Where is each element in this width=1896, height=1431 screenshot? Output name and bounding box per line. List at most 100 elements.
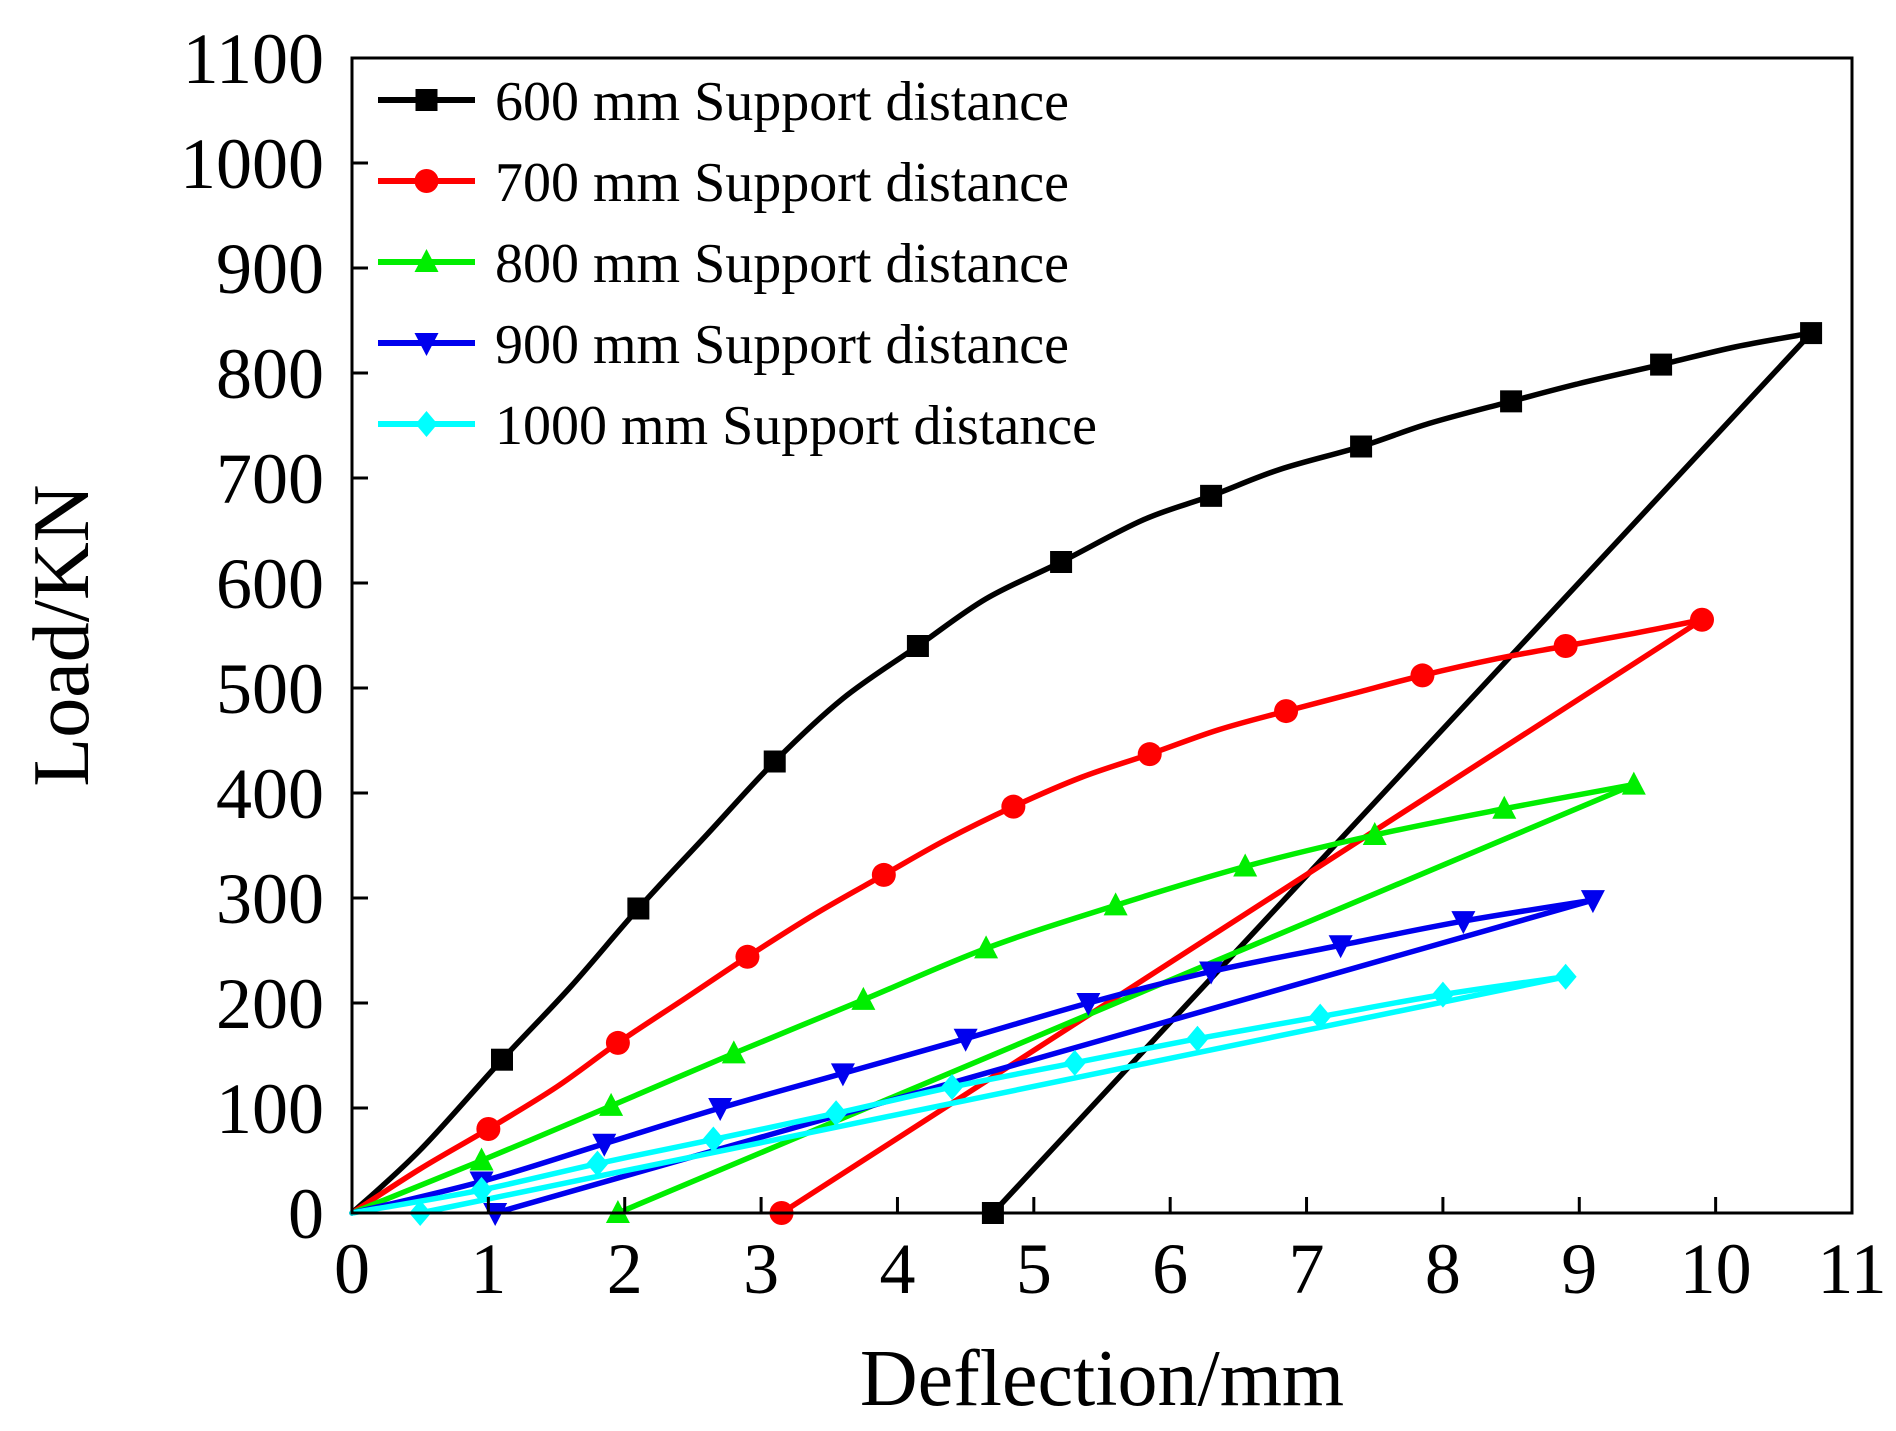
- y-tick-label: 900: [216, 229, 324, 309]
- data-point: [1492, 795, 1517, 819]
- series-2: [349, 771, 1646, 1223]
- legend-label: 900 mm Support distance: [495, 314, 1069, 376]
- data-point: [1350, 435, 1373, 458]
- data-point: [1274, 699, 1299, 724]
- data-point: [1199, 961, 1224, 985]
- data-point: [1800, 322, 1823, 345]
- data-point: [941, 1074, 963, 1100]
- y-tick-label: 600: [216, 544, 324, 624]
- data-point: [825, 1100, 848, 1127]
- data-point: [599, 1092, 624, 1116]
- legend-marker: [415, 89, 438, 111]
- y-tick-label: 800: [216, 334, 324, 414]
- data-point: [708, 1098, 733, 1121]
- data-point: [1362, 822, 1387, 845]
- x-tick-label: 9: [1561, 1229, 1597, 1309]
- unloading-line: [615, 781, 1637, 1216]
- data-point: [1650, 353, 1673, 376]
- legend-marker: [414, 333, 439, 356]
- legend-label: 700 mm Support distance: [495, 152, 1069, 214]
- x-tick-label: 10: [1680, 1229, 1752, 1309]
- y-tick-label: 100: [216, 1069, 324, 1149]
- data-point: [721, 1040, 746, 1064]
- axes-layer: 0 1 2 3 4 5 6 7 8 9 10 1101002003004005006007008009…: [180, 19, 1887, 1309]
- series-1: [349, 607, 1714, 1225]
- data-point: [627, 897, 650, 920]
- unloading-line: [778, 617, 1705, 1216]
- legend-item: 700 mm Support distance: [378, 152, 1069, 214]
- y-tick-label: 300: [216, 859, 324, 939]
- x-tick-label: 7: [1289, 1229, 1325, 1309]
- legend-label: 600 mm Support distance: [495, 71, 1069, 133]
- legend-item: 900 mm Support distance: [378, 314, 1069, 376]
- x-tick-label: 1: [470, 1229, 506, 1309]
- loading-curve: [349, 897, 1596, 1216]
- legend-marker: [415, 411, 438, 437]
- data-point: [1076, 993, 1101, 1016]
- data-point: [470, 1176, 493, 1203]
- data-point: [1233, 853, 1258, 877]
- data-point: [605, 1030, 630, 1055]
- data-point: [469, 1147, 494, 1171]
- legend-item: 1000 mm Support distance: [378, 395, 1097, 457]
- data-point: [871, 862, 896, 887]
- data-point: [851, 986, 876, 1010]
- data-point: [830, 1063, 855, 1087]
- data-point: [1050, 551, 1073, 573]
- data-point: [1309, 1003, 1332, 1030]
- data-point: [476, 1117, 501, 1141]
- x-tick-label: 11: [1817, 1229, 1886, 1309]
- series-layer: [349, 322, 1823, 1226]
- data-point: [1500, 390, 1523, 413]
- data-point: [491, 1048, 513, 1071]
- data-point: [1186, 1025, 1209, 1052]
- legend: 600 mm Support distance 700 mm Support di…: [378, 71, 1097, 457]
- data-point: [906, 635, 929, 657]
- loading-curve: [349, 330, 1814, 1216]
- x-tick-label: 3: [743, 1229, 779, 1309]
- legend-marker: [414, 249, 439, 272]
- data-point: [1410, 663, 1435, 688]
- data-point: [586, 1150, 609, 1177]
- x-tick-label: 2: [607, 1229, 643, 1309]
- data-point: [1103, 892, 1128, 916]
- x-tick-label: 8: [1425, 1229, 1461, 1309]
- x-tick-label: 6: [1152, 1229, 1188, 1309]
- data-point: [1200, 484, 1223, 507]
- legend-marker: [414, 169, 439, 193]
- y-tick-label: 1100: [183, 19, 324, 99]
- y-tick-label: 0: [288, 1174, 324, 1254]
- data-point: [763, 750, 786, 773]
- data-point: [735, 944, 760, 969]
- data-point: [1621, 771, 1646, 795]
- data-point: [592, 1133, 617, 1157]
- series-4: [349, 963, 1577, 1226]
- y-tick-label: 200: [216, 964, 324, 1044]
- data-point: [953, 1028, 978, 1052]
- legend-label: 1000 mm Support distance: [495, 395, 1097, 457]
- data-point: [1001, 794, 1026, 819]
- x-tick-label: 4: [879, 1229, 915, 1309]
- x-tick-label: 0: [334, 1229, 370, 1309]
- data-point: [702, 1126, 725, 1153]
- legend-item: 600 mm Support distance: [378, 71, 1069, 133]
- unloading-line: [417, 974, 1569, 1216]
- y-axis-title: Load/KN: [18, 484, 106, 786]
- x-tick-label: 5: [1016, 1229, 1052, 1309]
- data-point: [1063, 1049, 1086, 1076]
- legend-label: 800 mm Support distance: [495, 233, 1069, 295]
- data-point: [1137, 742, 1162, 767]
- legend-item: 800 mm Support distance: [378, 233, 1069, 295]
- y-tick-label: 700: [216, 439, 324, 519]
- data-point: [1553, 634, 1578, 658]
- data-point: [1451, 911, 1476, 935]
- x-axis-title: Deflection/mm: [860, 1335, 1344, 1423]
- unloading-line: [990, 330, 1814, 1216]
- data-point: [1554, 963, 1577, 990]
- data-point: [974, 935, 999, 959]
- plot-frame: [350, 56, 1854, 1215]
- data-point: [1690, 607, 1714, 632]
- data-point: [1580, 890, 1605, 914]
